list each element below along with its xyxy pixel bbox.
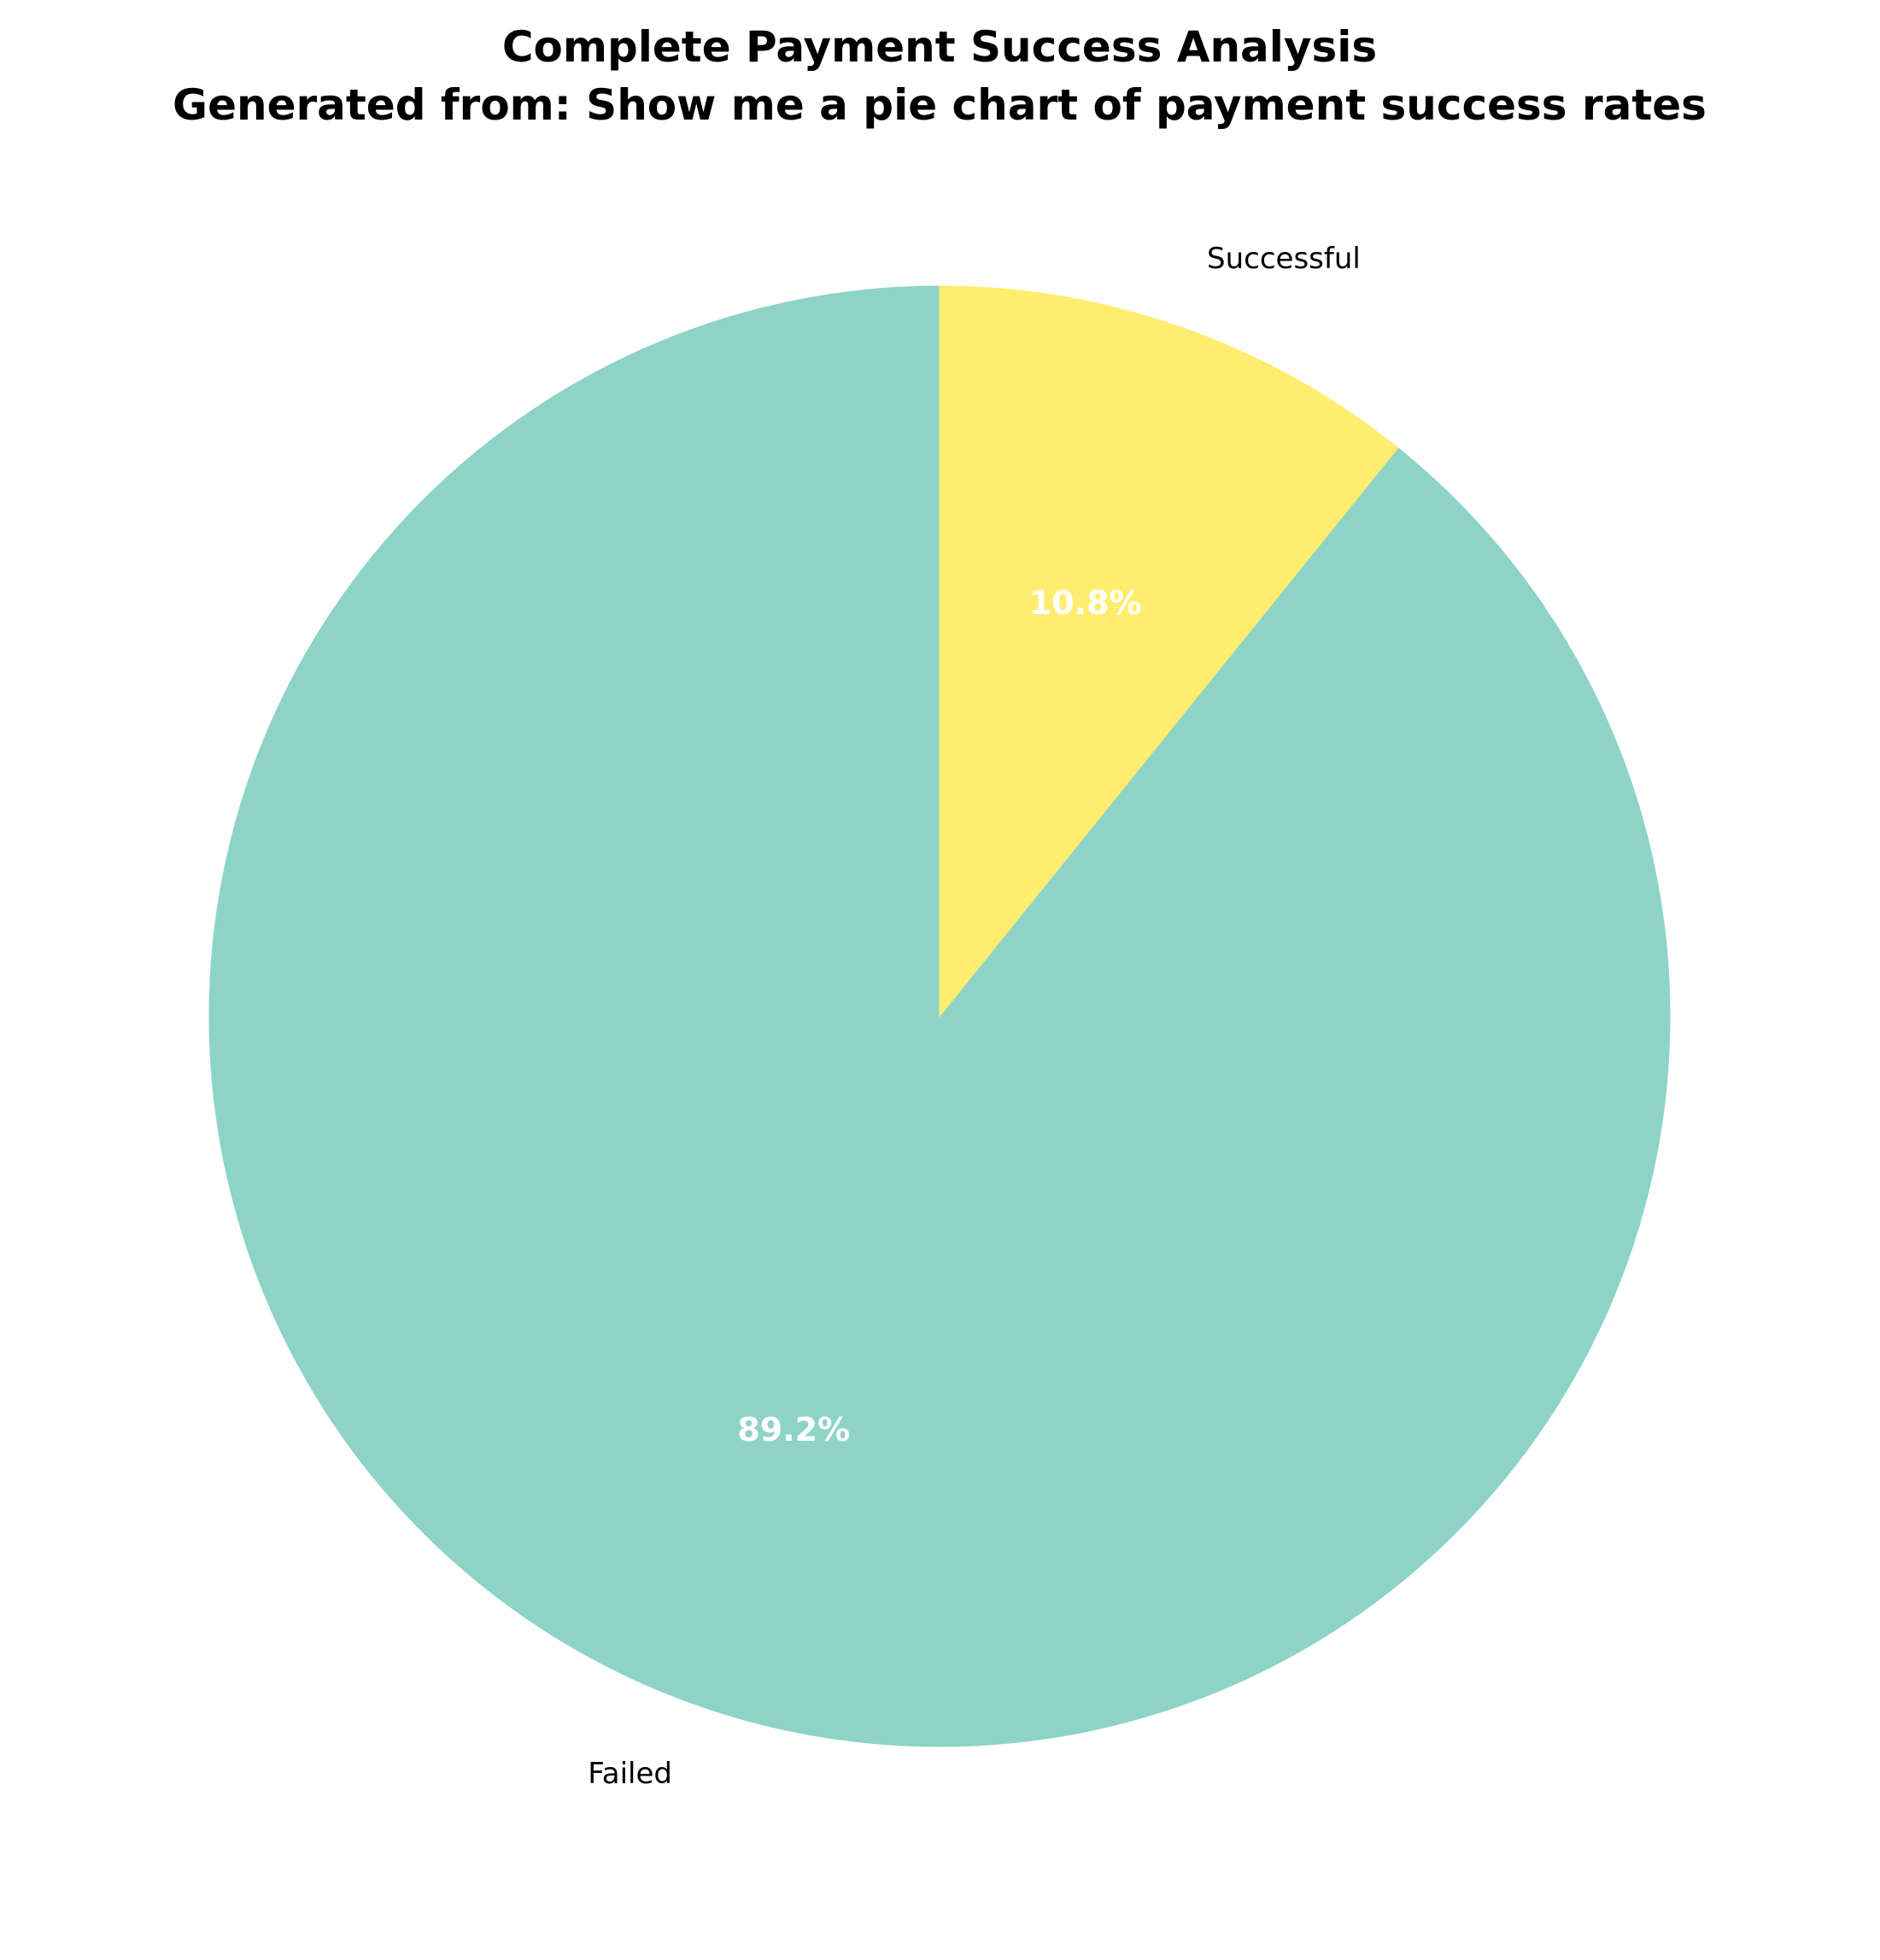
- slice-labels: Failed Successful: [588, 242, 1361, 1791]
- chart-title-line-2: Generated from: Show me a pie chart of p…: [173, 80, 1707, 130]
- slice-label-successful: Successful: [1207, 242, 1361, 276]
- pie-slice-successful: [939, 285, 1399, 1018]
- chart-title: Complete Payment Success Analysis Genera…: [173, 22, 1707, 130]
- chart-title-line-1: Complete Payment Success Analysis: [502, 22, 1377, 72]
- slice-label-failed: Failed: [588, 1757, 672, 1791]
- pct-label-successful: 10.8%: [1029, 584, 1142, 622]
- pct-label-failed: 89.2%: [737, 1411, 850, 1448]
- percent-labels: 89.2% 10.8%: [737, 584, 1141, 1448]
- pie-slices: [208, 285, 1671, 1747]
